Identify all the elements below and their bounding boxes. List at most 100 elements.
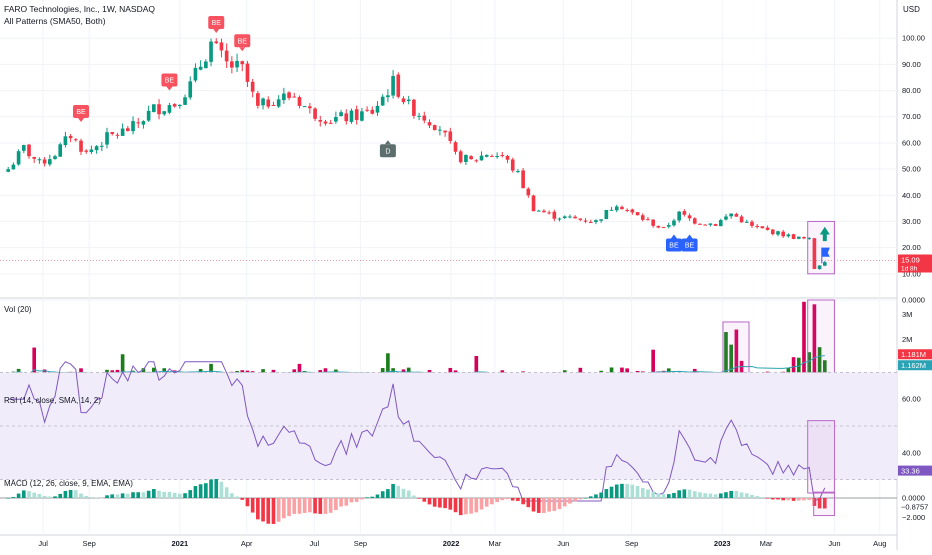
candle-body (16, 151, 21, 165)
macd-histogram-bar (677, 490, 681, 498)
candle-body (474, 160, 479, 162)
pattern-tag-pointer (686, 234, 693, 239)
volume-bar (812, 304, 817, 390)
macd-pane-label: MACD (12, 26, close, 9, EMA, EMA) (4, 479, 133, 488)
candle-body (812, 238, 817, 269)
candle-body (292, 96, 297, 98)
macd-histogram-bar (484, 498, 489, 507)
candle-body (79, 140, 83, 152)
candle-body (146, 110, 151, 121)
candle-body (224, 50, 229, 62)
candle-body (412, 99, 416, 116)
rsi-last-tag (898, 465, 932, 476)
indicator-label: All Patterns (SMA50, Both) (4, 16, 106, 26)
macd-histogram-bar (47, 496, 52, 498)
macd-histogram-bar (718, 493, 723, 498)
macd-histogram-bar (209, 479, 213, 498)
macd-histogram-bar (448, 498, 453, 510)
candle-body (235, 60, 239, 68)
macd-histogram-bar (68, 489, 73, 498)
candle-body (375, 105, 380, 113)
macd-histogram-bar (16, 493, 21, 498)
macd-histogram-bar (427, 498, 432, 505)
macd-histogram-bar (708, 493, 713, 498)
pattern-tag-label: BE (76, 109, 86, 116)
macd-histogram-bar (562, 498, 567, 507)
time-tick-label: Jun (828, 539, 840, 548)
candle-body (422, 115, 427, 121)
macd-histogram-bar (682, 489, 687, 498)
candle-body (240, 61, 245, 65)
macd-histogram-bar (672, 492, 676, 498)
candle-body (261, 98, 265, 106)
pattern-tag-pointer (670, 234, 677, 239)
macd-histogram-bar (53, 496, 57, 498)
candle-body (708, 223, 713, 225)
volume-bar (807, 352, 812, 390)
time-tick-label: Jul (310, 539, 320, 548)
candle-body (583, 220, 588, 222)
macd-histogram-bar (453, 498, 458, 513)
macd-histogram-bar (391, 484, 395, 498)
macd-histogram-bar (271, 498, 276, 524)
candle-body (230, 61, 234, 68)
candle-body (188, 81, 193, 98)
macd-histogram-bar (339, 498, 343, 507)
macd-histogram-bar (495, 498, 499, 503)
candle-body (609, 209, 614, 211)
macd-histogram-bar (73, 490, 78, 498)
price-tick-label: 60.00 (902, 138, 921, 147)
candle-body (547, 212, 551, 214)
candle-body (339, 112, 343, 117)
candle-body (219, 42, 224, 51)
candle-body (646, 219, 650, 221)
macd-histogram-bar (744, 493, 749, 498)
chart-title: FARO Technologies, Inc., 1W, NASDAQ (4, 4, 156, 14)
candle-body (360, 111, 364, 121)
time-tick-label: Jul (38, 539, 48, 548)
candles-group (6, 38, 827, 270)
candle-body (323, 121, 328, 124)
candle-body (448, 131, 453, 141)
macd-histogram-bar (172, 492, 177, 498)
candle-body (37, 159, 42, 161)
candle-body (438, 129, 442, 131)
volume-sma-value: 1.162M (901, 361, 926, 370)
macd-histogram-bar (651, 491, 655, 498)
candle-body (562, 216, 567, 218)
macd-histogram-bar (89, 497, 94, 498)
macd-histogram-bar (734, 490, 739, 498)
volume-bar (802, 301, 806, 390)
time-tick-label: Jun (557, 539, 569, 548)
bar-countdown: 1d 8h (901, 265, 918, 272)
candle-body (588, 222, 593, 224)
macd-histogram-bar (360, 498, 364, 500)
candle-body (578, 218, 583, 220)
candle-body (391, 76, 395, 96)
volume-bar (651, 349, 655, 390)
candle-body (276, 99, 281, 107)
time-tick-label: Apr (241, 539, 253, 548)
candle-body (100, 145, 104, 147)
macd-histogram-bar (666, 494, 671, 498)
macd-histogram-bar (131, 492, 135, 498)
macd-histogram-bar (635, 485, 640, 498)
candle-body (672, 220, 676, 226)
pattern-tag (665, 238, 682, 252)
candle-body (417, 115, 421, 117)
volume-bar (32, 347, 37, 390)
macd-histogram-bar (120, 493, 125, 498)
macd-histogram-bar (822, 498, 827, 509)
candle-body (198, 66, 203, 70)
macd-histogram-bar (292, 498, 297, 514)
macd-histogram-bar (583, 497, 588, 499)
candle-body (157, 104, 161, 115)
candle-body (718, 220, 723, 227)
price-tick-label: 90.00 (902, 60, 921, 69)
macd-histogram-bar (791, 498, 796, 501)
candle-body (120, 128, 125, 136)
candle-body (443, 130, 447, 133)
candle-body (510, 159, 515, 171)
